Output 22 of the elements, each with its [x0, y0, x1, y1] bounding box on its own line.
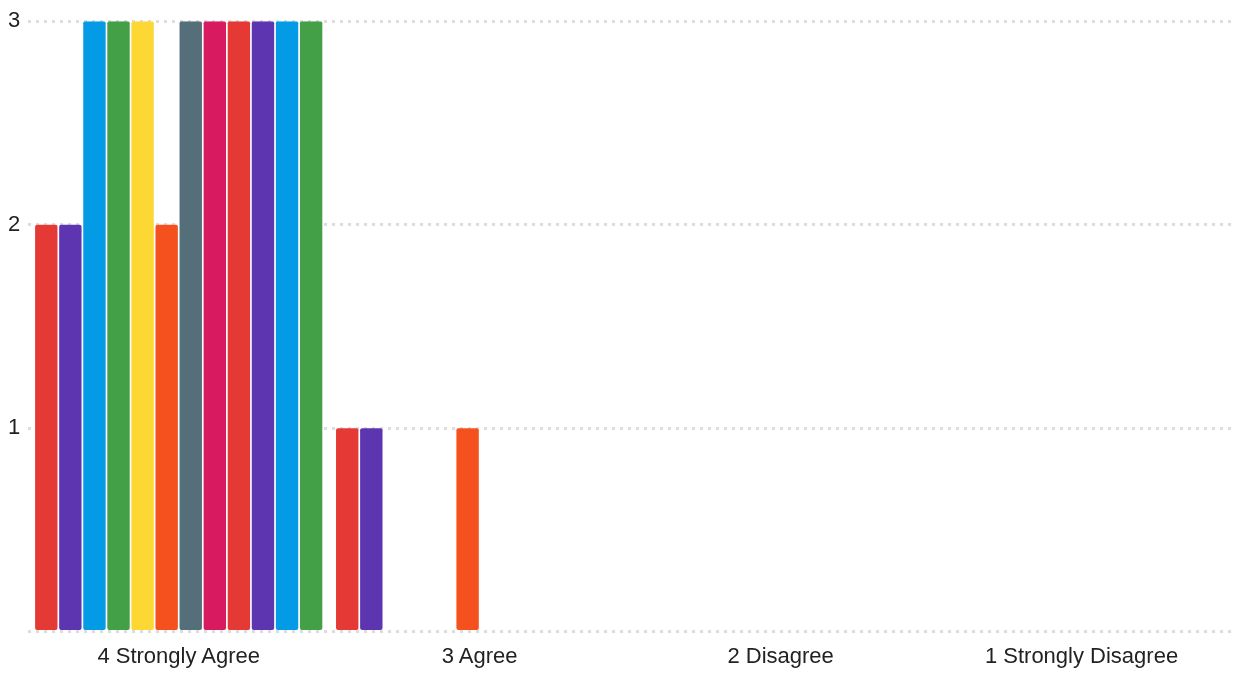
bar [299, 21, 323, 631]
bar [179, 21, 202, 631]
bar [275, 21, 299, 631]
x-tick-label: 2 Disagree [727, 642, 834, 668]
bar [251, 21, 275, 631]
bar [360, 428, 383, 631]
bar [59, 224, 82, 631]
y-tick-label: 1 [7, 414, 21, 440]
bar [456, 428, 479, 631]
bar [336, 428, 359, 631]
bar [155, 224, 178, 631]
bar [203, 21, 227, 631]
bar [107, 21, 130, 631]
bar [227, 21, 251, 631]
y-tick-label: 2 [7, 210, 21, 236]
x-tick-label: 4 Strongly Agree [97, 642, 261, 668]
y-tick-label: 3 [7, 7, 21, 33]
bar [131, 21, 154, 631]
bar [83, 21, 106, 631]
bar [35, 224, 58, 631]
x-tick-label: 3 Agree [441, 642, 518, 668]
x-tick-label: 1 Strongly Disagree [984, 642, 1179, 668]
